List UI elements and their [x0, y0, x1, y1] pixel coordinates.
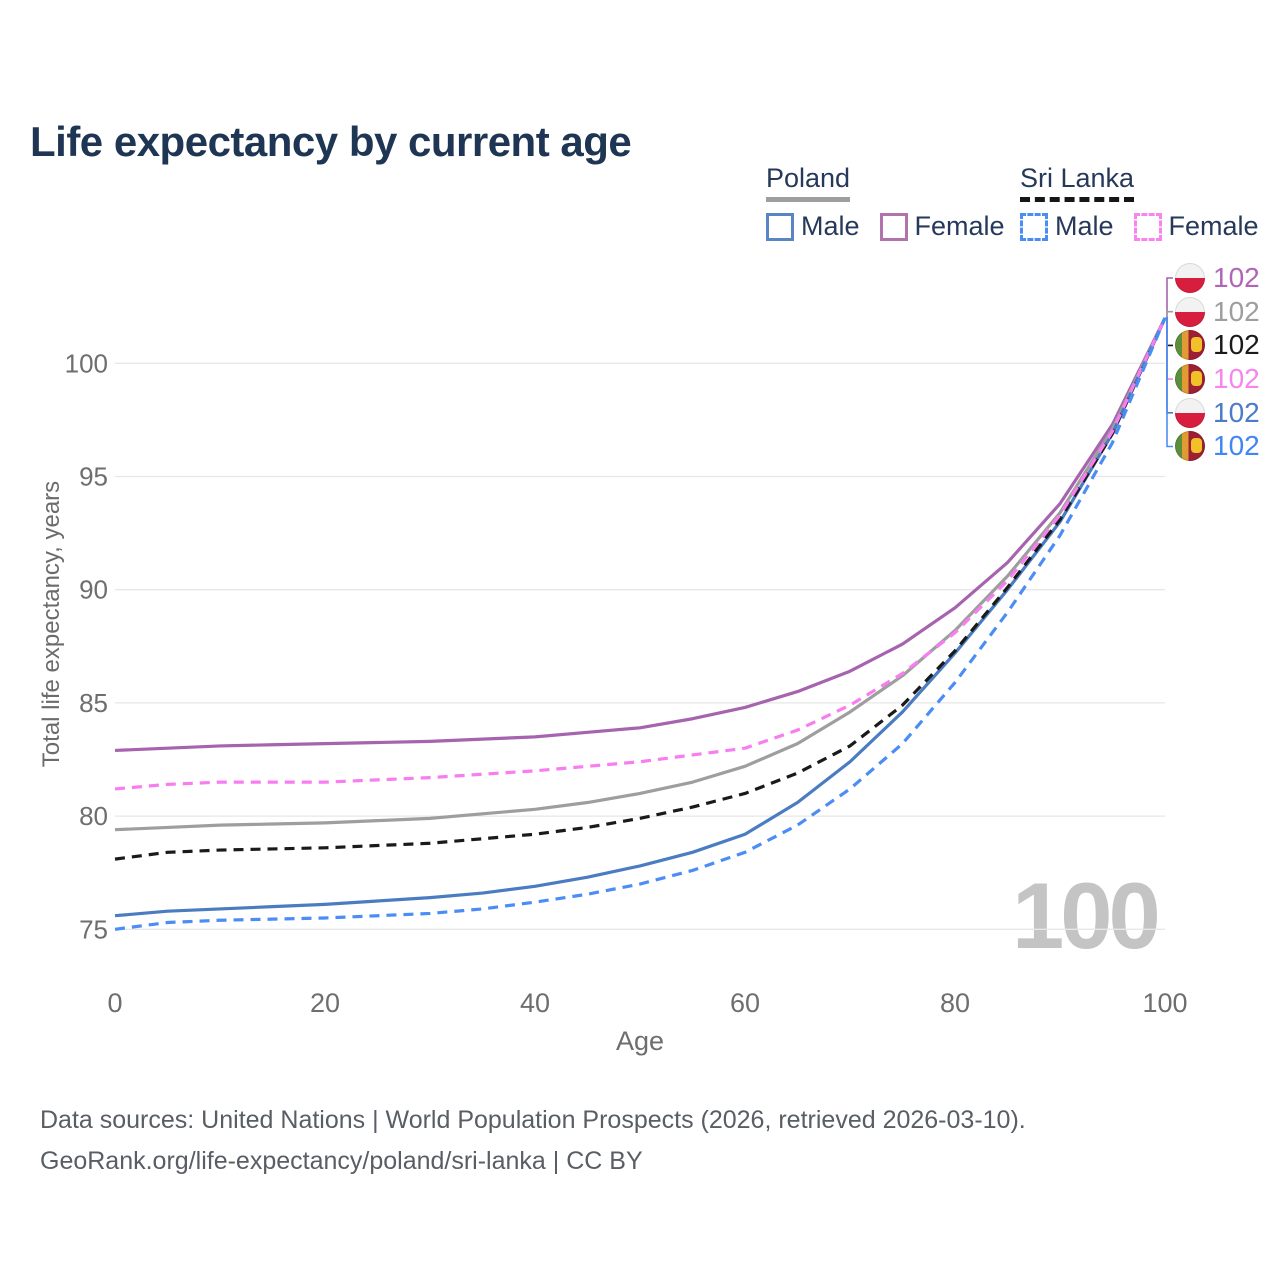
legend-group-poland: Poland Male Female — [766, 163, 1005, 242]
poland-flag-icon — [1175, 397, 1205, 428]
svg-text:85: 85 — [79, 688, 108, 718]
y-axis-title: Total life expectancy, years — [38, 480, 65, 768]
svg-text:80: 80 — [940, 988, 970, 1018]
end-label-poland-female: 102 — [1175, 261, 1260, 295]
legend-group-sri-lanka: Sri Lanka Male Female — [1020, 163, 1259, 242]
end-value: 102 — [1213, 396, 1260, 428]
poland-male-swatch-icon — [766, 212, 794, 241]
end-label-sri-lanka-male: 102 — [1175, 429, 1260, 463]
poland-female-swatch-icon — [879, 212, 908, 241]
end-value: 102 — [1213, 329, 1260, 361]
svg-text:95: 95 — [79, 462, 108, 492]
x-axis-title: Age — [615, 1026, 665, 1056]
svg-text:20: 20 — [310, 988, 340, 1018]
data-sources-note: Data sources: United Nations | World Pop… — [40, 1106, 1026, 1134]
svg-text:100: 100 — [1142, 988, 1187, 1018]
age-watermark: 100 — [1012, 863, 1161, 968]
legend-label-sri-lanka-male: Male — [1055, 211, 1114, 241]
sri-lanka-flag-icon — [1175, 330, 1205, 361]
svg-text:0: 0 — [107, 988, 122, 1018]
end-value: 102 — [1213, 261, 1260, 293]
end-labels: 102 102 102 102 102 102 — [1175, 261, 1260, 463]
end-label-poland-male: 102 — [1175, 396, 1260, 430]
sri-lanka-female-swatch-icon — [1133, 212, 1162, 241]
legend-item-poland-female[interactable]: Female — [879, 211, 1005, 242]
sri-lanka-flag-icon — [1175, 431, 1205, 462]
end-label-sri-lanka-all: 102 — [1175, 328, 1260, 362]
sri-lanka-flag-icon — [1175, 363, 1205, 394]
legend-item-sri-lanka-male[interactable]: Male — [1020, 211, 1114, 242]
svg-text:100: 100 — [65, 348, 108, 378]
attribution-note: GeoRank.org/life-expectancy/poland/sri-l… — [40, 1147, 643, 1175]
end-value: 102 — [1213, 362, 1260, 394]
end-value: 102 — [1213, 430, 1260, 462]
legend-header-poland: Poland — [766, 163, 851, 202]
page-title: Life expectancy by current age — [30, 118, 632, 166]
svg-text:60: 60 — [730, 988, 760, 1018]
end-label-poland-all: 102 — [1175, 295, 1260, 329]
legend-label-poland-female: Female — [914, 211, 1005, 241]
legend-label-sri-lanka-female: Female — [1168, 211, 1259, 241]
svg-text:80: 80 — [79, 801, 108, 831]
end-value: 102 — [1213, 295, 1260, 327]
poland-flag-icon — [1175, 296, 1205, 327]
legend-item-sri-lanka-female[interactable]: Female — [1133, 211, 1259, 242]
svg-text:75: 75 — [79, 914, 108, 944]
svg-text:40: 40 — [520, 988, 550, 1018]
sri-lanka-male-swatch-icon — [1020, 212, 1048, 241]
legend-item-poland-male[interactable]: Male — [766, 211, 860, 242]
legend-header-sri-lanka: Sri Lanka — [1020, 163, 1135, 202]
end-label-sri-lanka-female: 102 — [1175, 362, 1260, 396]
legend-label-poland-male: Male — [801, 211, 860, 241]
poland-flag-icon — [1175, 262, 1205, 293]
svg-text:90: 90 — [79, 575, 108, 605]
